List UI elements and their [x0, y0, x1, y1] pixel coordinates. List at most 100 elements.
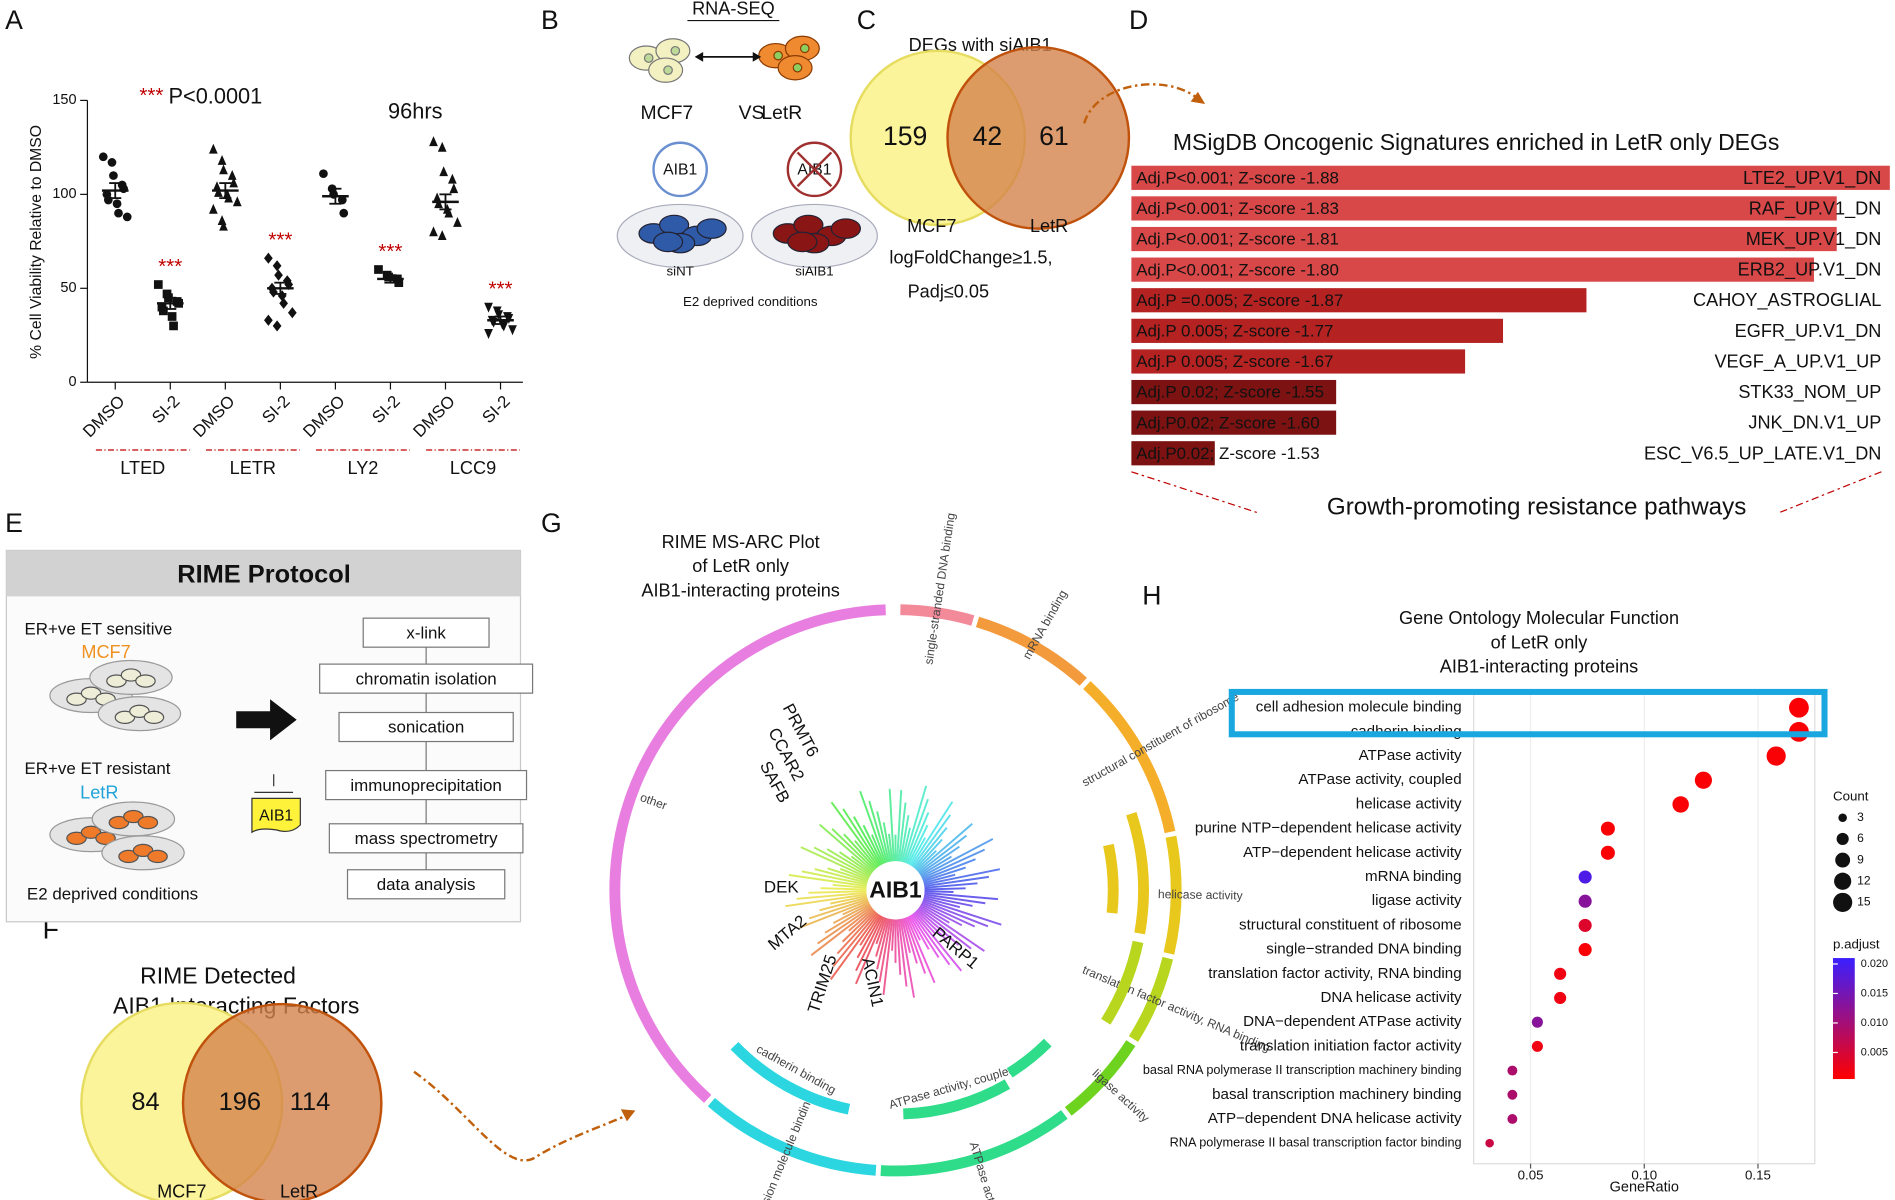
data-point	[287, 307, 297, 319]
burst-line	[914, 838, 943, 870]
nucleus	[799, 43, 810, 54]
y-tick-label: LTE2_UP.V1_DN	[1743, 168, 1881, 189]
legend-dot	[1834, 872, 1852, 890]
label: AIB1	[259, 808, 293, 825]
cell	[95, 831, 116, 845]
category-arc	[1083, 681, 1176, 834]
nucleus	[670, 45, 681, 56]
label: RIME MS-ARC Plot	[662, 532, 820, 552]
y-tick-label: single−stranded DNA binding	[1266, 941, 1461, 958]
burst-line	[920, 903, 963, 927]
data-point	[159, 306, 168, 316]
data-point	[394, 278, 404, 288]
burst-line	[859, 790, 887, 864]
category-arc	[1064, 1040, 1136, 1116]
burst-line	[843, 833, 877, 870]
burst-line	[859, 914, 881, 946]
data-point	[437, 141, 447, 152]
burst-line	[785, 893, 867, 908]
burst-line	[901, 918, 911, 953]
data-point	[208, 143, 218, 154]
y-tick-label: cell adhesion molecule binding	[1256, 699, 1462, 716]
legend-dot	[1833, 892, 1853, 913]
x-tick-label: SI-2	[148, 392, 183, 427]
burst-line	[907, 915, 921, 941]
y-tick-label: basal transcription machinery binding	[1212, 1086, 1461, 1103]
bar-annotation: Adj.P =0.005; Z-score -1.87	[1136, 291, 1343, 310]
burst-line	[832, 903, 871, 924]
dot	[1600, 821, 1615, 836]
burst-line	[836, 911, 877, 955]
y-tick-label: STK33_NOM_UP	[1738, 382, 1881, 403]
cell	[66, 692, 87, 706]
cell	[137, 815, 159, 830]
chart-title: 96hrs	[388, 98, 443, 123]
cell	[80, 686, 102, 700]
burst-line	[888, 833, 894, 862]
burst-line	[907, 824, 929, 865]
cell	[787, 231, 818, 253]
category-arc	[900, 604, 975, 626]
y-tick-label: ERB2_UP.V1_DN	[1738, 260, 1882, 281]
burst-line	[916, 908, 960, 946]
burst-line	[813, 846, 871, 878]
panel-letter: B	[541, 5, 559, 35]
y-tick-label: DNA helicase activity	[1321, 989, 1463, 1006]
bar	[1131, 288, 1587, 313]
burst-line	[921, 901, 976, 928]
y-tick-label: 150	[52, 92, 76, 108]
data-point	[232, 196, 242, 207]
legend-title: Count	[1833, 789, 1869, 804]
burst-line	[922, 858, 976, 881]
burst-line	[882, 919, 894, 995]
significance: ***	[378, 240, 402, 263]
burst-line	[817, 905, 873, 945]
label: ER+ve ET resistant	[25, 759, 171, 778]
y-tick-label: RAF_UP.V1_DN	[1749, 198, 1882, 219]
y-tick-label: structural constituent of ribosome	[1239, 916, 1462, 933]
cell	[80, 825, 102, 839]
burst-line	[923, 868, 1001, 886]
y-tick-label: 50	[60, 280, 76, 296]
cell	[114, 710, 136, 724]
bar-annotation: Adj.P 0.005; Z-score -1.77	[1136, 322, 1333, 341]
burst-line	[911, 814, 952, 868]
burst-line	[904, 917, 927, 974]
burst-line	[831, 828, 876, 871]
label: E2 deprived conditions	[27, 885, 198, 904]
bar-annotation: Adj.P<0.001; Z-score -1.81	[1136, 230, 1339, 249]
data-point	[448, 173, 457, 184]
y-tick-label: JNK_DN.V1_UP	[1748, 413, 1881, 434]
x-tick-label: SI-2	[478, 392, 513, 427]
connector-arrow	[413, 1070, 628, 1162]
burst-line	[899, 918, 916, 998]
burst-line	[888, 788, 895, 862]
dot	[1507, 1065, 1518, 1076]
data-point	[337, 195, 347, 205]
burst-line	[856, 915, 883, 959]
burst-line	[819, 896, 868, 912]
legend-title: p.adjust	[1833, 936, 1880, 951]
data-point	[109, 171, 118, 180]
bar-annotation: Adj.P0.02; Z-score -1.60	[1136, 413, 1319, 432]
connector-arrow	[1083, 83, 1197, 124]
burst-line	[915, 909, 948, 941]
step-box	[319, 663, 534, 694]
burst-line	[868, 800, 889, 863]
panel-letter: A	[5, 5, 23, 35]
burst-line	[829, 913, 880, 980]
burst-line	[855, 915, 884, 972]
cell	[147, 849, 168, 864]
burst-line	[902, 785, 928, 863]
legend-dot	[1838, 813, 1847, 823]
cell	[830, 218, 862, 239]
x-tick-label: DMSO	[299, 392, 348, 441]
label: E2 deprived conditions	[683, 294, 818, 309]
category-arc	[730, 1041, 851, 1115]
burst-line	[908, 837, 927, 866]
group-label: LTED	[120, 458, 165, 478]
bracket-line	[1131, 471, 1259, 514]
burst-line	[896, 919, 902, 975]
x-tick-label: SI-2	[258, 392, 293, 427]
cell	[108, 815, 130, 830]
